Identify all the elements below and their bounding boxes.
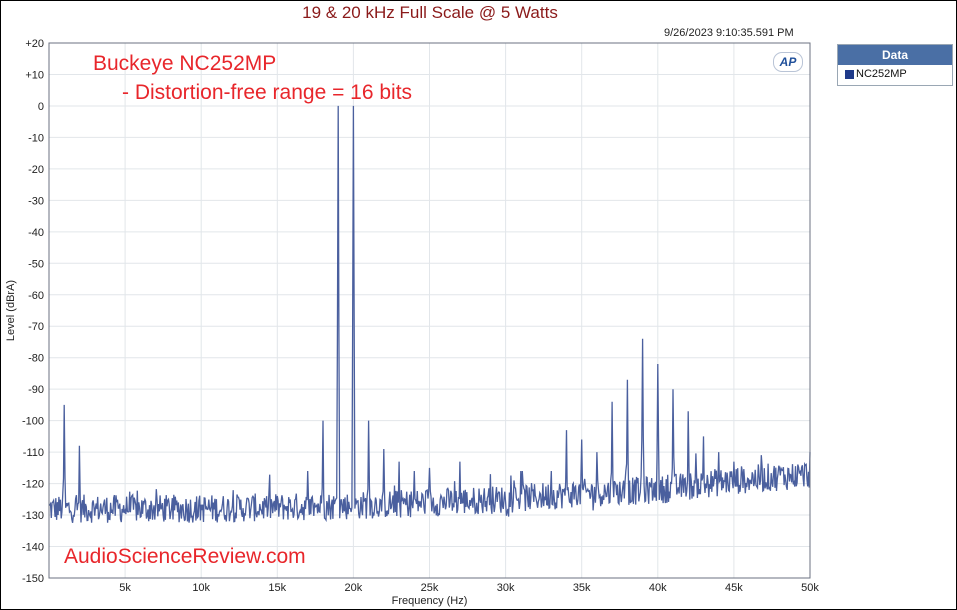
- y-tick-label: -50: [28, 258, 44, 270]
- x-tick-label: 15k: [268, 582, 286, 594]
- y-tick-label: -100: [22, 416, 44, 428]
- x-tick-label: 35k: [573, 582, 591, 594]
- annotation-range: - Distortion-free range = 16 bits: [122, 81, 413, 104]
- y-tick-label: -90: [28, 384, 44, 396]
- y-tick-label: -70: [28, 321, 44, 333]
- x-tick-label: 45k: [725, 582, 743, 594]
- y-tick-label: -60: [28, 290, 44, 302]
- y-tick-label: -10: [28, 132, 44, 144]
- x-tick-label: 5k: [119, 582, 131, 594]
- x-tick-label: 30k: [497, 582, 515, 594]
- y-tick-label: -120: [22, 479, 44, 491]
- y-tick-label: -150: [22, 573, 44, 585]
- plot-border: [48, 42, 811, 579]
- x-ticks: 5k 10k 15k 20k 25k 30k 35k 40k 45k 50k: [119, 582, 819, 594]
- y-ticks: +20 +10 0 -10 -20 -30 -40 -50 -60 -70 -80 -90 -100 -1…: [22, 38, 44, 585]
- legend: Data NC252MP: [837, 44, 953, 86]
- x-tick-label: 20k: [345, 582, 363, 594]
- grid: [49, 42, 811, 579]
- y-axis-label: Level (dBrA): [5, 280, 17, 341]
- y-tick-label: -80: [28, 353, 44, 365]
- y-tick-label: -140: [22, 542, 44, 554]
- ap-logo: AP: [773, 52, 803, 72]
- legend-label: NC252MP: [856, 68, 907, 80]
- y-tick-label: -40: [28, 227, 44, 239]
- x-tick-label: 40k: [649, 582, 667, 594]
- x-tick-label: 10k: [192, 582, 210, 594]
- x-tick-label: 25k: [421, 582, 439, 594]
- chart-title: 19 & 20 kHz Full Scale @ 5 Watts: [302, 3, 558, 22]
- y-tick-label: -110: [23, 447, 44, 459]
- legend-title: Data: [838, 45, 952, 65]
- y-tick-label: +10: [25, 69, 44, 81]
- timestamp: 9/26/2023 9:10:35.591 PM: [664, 27, 794, 39]
- annotation-device: Buckeye NC252MP: [93, 52, 277, 75]
- y-tick-label: -20: [28, 164, 44, 176]
- series-line-nc252mp: [48, 105, 811, 523]
- x-tick-label: 50k: [801, 582, 819, 594]
- legend-entry[interactable]: NC252MP: [838, 65, 952, 84]
- y-tick-label: +20: [25, 38, 44, 50]
- x-axis-label: Frequency (Hz): [392, 595, 468, 607]
- y-tick-label: -130: [22, 510, 44, 522]
- y-tick-label: 0: [38, 101, 44, 113]
- y-tick-label: -30: [28, 195, 44, 207]
- legend-swatch: [845, 70, 854, 79]
- watermark: AudioScienceReview.com: [64, 545, 306, 568]
